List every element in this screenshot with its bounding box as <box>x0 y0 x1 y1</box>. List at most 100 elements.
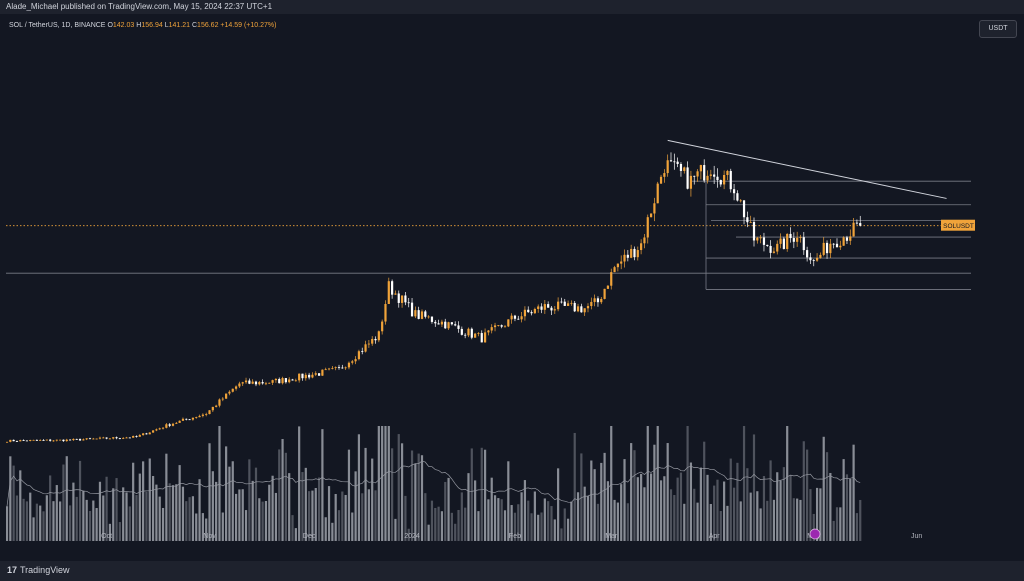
volume-bar <box>414 463 417 541</box>
brand-name: TradingView <box>20 565 70 575</box>
volume-bar <box>125 492 128 541</box>
candle-body <box>228 391 231 394</box>
volume-bar <box>789 475 792 541</box>
candle-body <box>251 381 254 384</box>
volume-bar <box>689 462 693 541</box>
volume-bar <box>676 477 679 541</box>
volume-bar <box>517 504 520 541</box>
volume-bar <box>384 426 387 541</box>
candle-body <box>699 165 702 172</box>
volume-bar <box>849 478 852 541</box>
price-chart[interactable]: −40.00−20.000.0020.0040.0060.0080.00100.… <box>6 40 975 542</box>
volume-bar <box>610 426 613 541</box>
candle-body <box>344 367 347 369</box>
volume-bar <box>543 498 546 541</box>
volume-bar <box>142 461 145 541</box>
volume-bar <box>470 448 473 541</box>
volume-bar <box>832 520 835 541</box>
volume-bar <box>576 492 580 541</box>
volume-bar <box>407 528 410 541</box>
volume-bar <box>732 487 736 541</box>
currency-selector[interactable]: USDT <box>979 20 1017 38</box>
candle-body <box>357 351 361 360</box>
candle-body <box>304 374 307 379</box>
volume-bar <box>39 505 42 541</box>
candle-body <box>317 373 321 376</box>
candle-body <box>215 405 218 407</box>
volume-bar <box>480 447 483 541</box>
volume-bar <box>693 488 696 541</box>
volume-bar <box>596 503 600 541</box>
candle-body <box>327 368 331 370</box>
volume-bar <box>181 486 185 541</box>
candle-body <box>128 437 131 439</box>
volume-bar <box>769 460 772 541</box>
candle-body <box>560 301 563 303</box>
volume-bar <box>729 458 732 541</box>
candle-body <box>400 295 404 303</box>
candle-body <box>679 163 683 171</box>
volume-bar <box>583 486 586 541</box>
candle-body <box>321 369 324 376</box>
candle-body <box>483 332 487 343</box>
volume-bar <box>49 475 52 541</box>
descending-trendline[interactable] <box>667 139 947 199</box>
volume-bar <box>477 511 480 541</box>
candle-body <box>52 440 55 442</box>
candle-body <box>29 439 32 441</box>
candle-body <box>394 293 397 295</box>
volume-bar <box>503 510 507 541</box>
candle-body <box>600 298 603 303</box>
volume-bar <box>268 484 271 541</box>
volume-bar <box>301 472 304 541</box>
volume-bar <box>148 458 151 541</box>
volume-bar <box>427 524 430 541</box>
volume-bar <box>95 508 98 541</box>
candle-body <box>759 237 762 239</box>
candle-body <box>842 237 845 246</box>
volume-bar <box>613 499 616 541</box>
symbol-tag-label: SOLUSDT <box>943 223 974 230</box>
candle-body <box>835 243 839 248</box>
candle-body <box>752 222 756 241</box>
candles <box>6 152 862 443</box>
candle-body <box>331 367 334 369</box>
volume-bar <box>62 464 65 541</box>
volume-bar <box>374 490 377 541</box>
candle-body <box>238 383 241 387</box>
candle-body <box>547 304 550 308</box>
candle-body <box>88 438 92 440</box>
candle-body <box>493 325 497 328</box>
volume-bar <box>636 477 639 541</box>
volume-bar <box>171 485 175 541</box>
candle-body <box>859 223 862 226</box>
high-value: 156.94 <box>141 22 163 29</box>
candle-body <box>530 312 533 314</box>
volume-bar <box>490 477 493 541</box>
volume-bar <box>377 426 380 541</box>
candle-body <box>351 361 354 363</box>
candle-body <box>188 419 191 421</box>
volume-bar <box>208 443 211 541</box>
volume-bar <box>417 453 420 541</box>
volume-bar <box>59 501 62 541</box>
volume-bar <box>806 449 809 541</box>
volume-bar <box>474 480 477 541</box>
candle-body <box>62 439 65 442</box>
volume-bar <box>586 496 590 541</box>
lightning-icon[interactable] <box>809 528 821 540</box>
volume-bar <box>381 426 384 541</box>
volume-bar <box>400 443 404 541</box>
candle-body <box>271 380 274 383</box>
volume-bar <box>500 499 503 541</box>
volume-bar <box>404 495 407 541</box>
candle-body <box>301 373 304 379</box>
volume-bar <box>703 441 706 541</box>
tradingview-logo[interactable]: 17 TradingView <box>7 565 70 575</box>
candle-body <box>497 325 500 327</box>
candle-body <box>288 379 291 383</box>
volume-bar <box>387 426 390 541</box>
volume-bar <box>311 490 314 541</box>
candle-body <box>593 298 596 302</box>
candle-body <box>666 160 669 174</box>
